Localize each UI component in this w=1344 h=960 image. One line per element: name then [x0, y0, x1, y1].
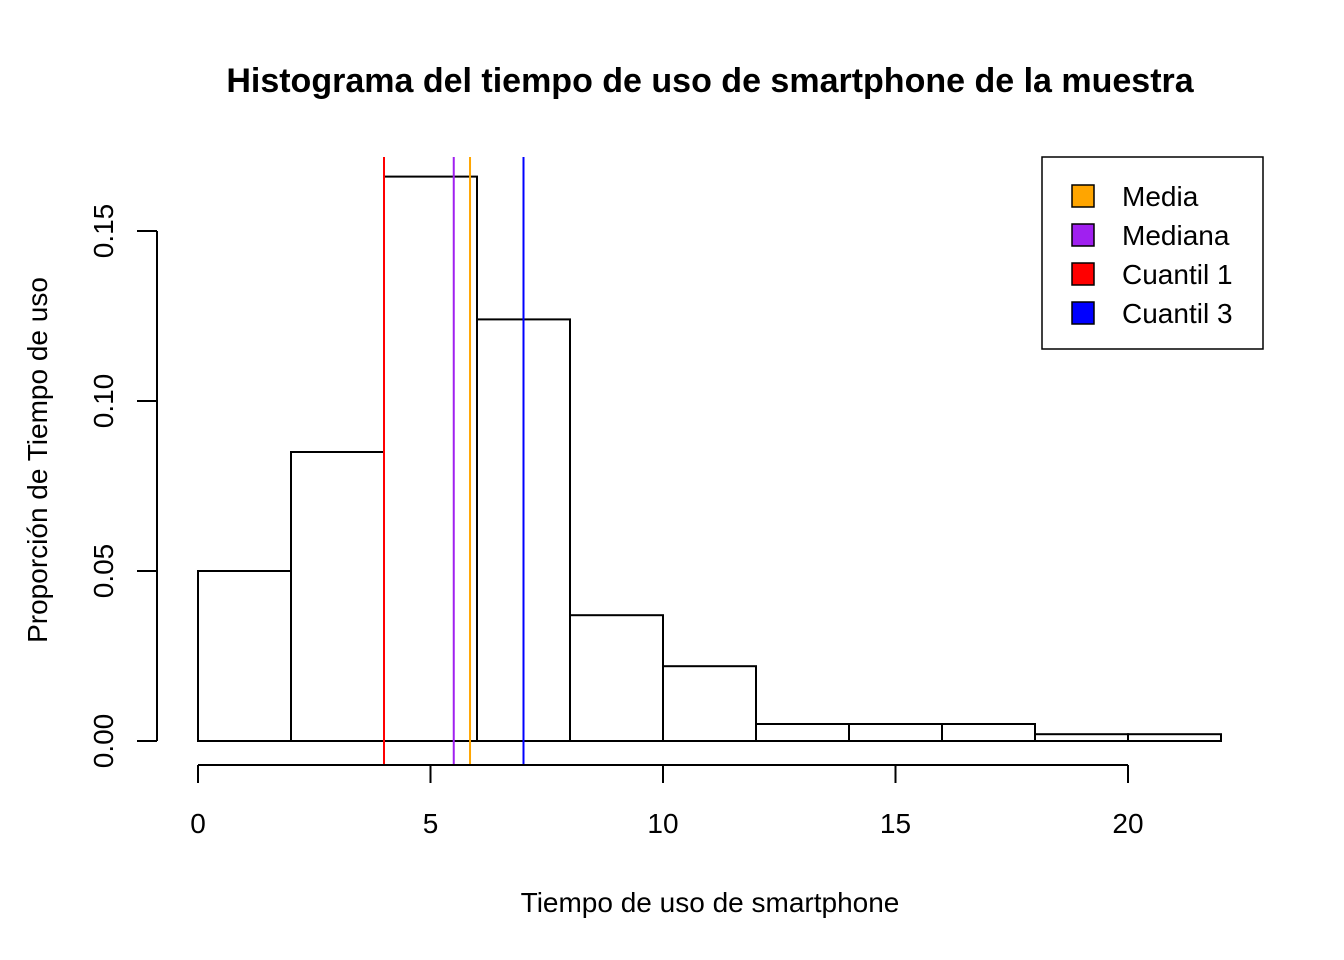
histogram-bar-9 — [1034, 733, 1129, 743]
histogram-bar-4 — [569, 614, 664, 743]
x-tick-label-0: 0 — [190, 808, 206, 839]
legend-label-0: Media — [1122, 181, 1199, 212]
y-tick-label-1: 0.05 — [88, 544, 119, 599]
y-tick-label-3: 0.15 — [88, 204, 119, 259]
y-tick-label-0: 0.00 — [88, 714, 119, 769]
y-tick-label-2: 0.10 — [88, 374, 119, 429]
histogram-bar-5 — [662, 665, 757, 743]
legend-items: Media Mediana Cuantil 1 Cuantil 3 — [1071, 181, 1233, 329]
x-axis-label: Tiempo de uso de smartphone — [521, 887, 900, 918]
histogram-bar-0 — [197, 570, 292, 742]
x-tick-label-3: 15 — [880, 808, 911, 839]
x-tick-label-4: 20 — [1112, 808, 1143, 839]
chart-title: Histograma del tiempo de uso de smartpho… — [226, 62, 1194, 100]
y-axis: 0.00 0.05 0.10 0.15 — [88, 204, 158, 769]
legend-swatch-2 — [1071, 262, 1095, 286]
histogram-bar-2 — [383, 175, 478, 743]
legend-swatch-3 — [1071, 301, 1095, 325]
y-axis-label: Proporción de Tiempo de uso — [22, 277, 53, 643]
x-tick-label-1: 5 — [423, 808, 439, 839]
x-tick-label-2: 10 — [647, 808, 678, 839]
legend-swatch-0 — [1071, 184, 1095, 208]
histogram-bar-6 — [755, 723, 850, 742]
histogram-bars — [197, 175, 1222, 743]
legend-label-1: Mediana — [1122, 220, 1230, 251]
reference-lines — [383, 157, 525, 765]
legend-label-2: Cuantil 1 — [1122, 259, 1233, 290]
x-axis: 0 5 10 15 20 — [190, 764, 1144, 839]
histogram-bar-1 — [290, 451, 385, 742]
legend-label-3: Cuantil 3 — [1122, 298, 1233, 329]
legend: Media Mediana Cuantil 1 Cuantil 3 — [1041, 156, 1264, 350]
histogram-bar-8 — [941, 723, 1036, 742]
legend-swatch-1 — [1071, 223, 1095, 247]
histogram-bar-7 — [848, 723, 943, 742]
histogram-bar-10 — [1127, 733, 1222, 743]
